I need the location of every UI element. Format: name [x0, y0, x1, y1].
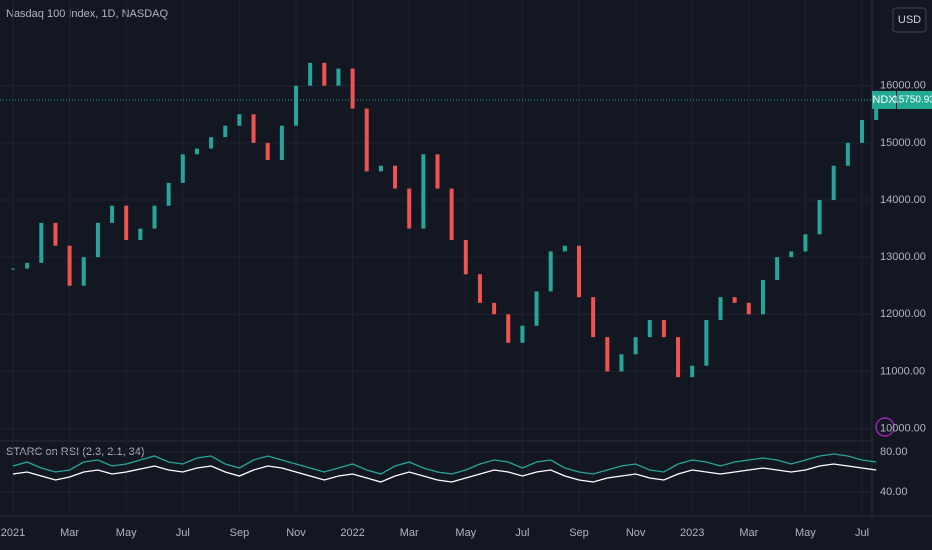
price-bar	[110, 205, 115, 223]
x-tick-label: 2022	[340, 527, 364, 539]
price-bar	[676, 337, 681, 378]
price-bar	[364, 108, 369, 172]
y-tick-label: 15000.00	[880, 137, 926, 149]
x-tick-label: 2023	[680, 527, 704, 539]
price-bar	[166, 182, 171, 206]
price-bar	[633, 337, 638, 355]
price-bar	[11, 268, 15, 270]
x-tick-label: Mar	[400, 527, 419, 539]
price-bar	[152, 205, 157, 229]
x-tick-label: May	[116, 527, 137, 539]
currency-button[interactable]	[892, 7, 927, 33]
price-bar	[435, 154, 440, 189]
price-bar	[294, 85, 298, 126]
price-bar	[180, 154, 185, 183]
x-tick-label: Mar	[60, 527, 79, 539]
y-tick-label: 13000.00	[880, 251, 926, 263]
indicator-line	[12, 453, 877, 475]
price-bar	[874, 100, 879, 120]
currency-label[interactable]: USD	[898, 14, 921, 26]
price-bar	[421, 154, 426, 229]
price-bar	[647, 320, 652, 338]
x-tick-label: Jul	[515, 527, 529, 539]
price-bar	[746, 302, 751, 315]
price-bar	[336, 68, 341, 86]
y-tick-label: 14000.00	[880, 194, 926, 206]
price-bar	[463, 240, 468, 275]
chart-title: Nasdaq 100 Index, 1D, NASDAQ	[6, 8, 168, 20]
price-bar	[393, 165, 398, 189]
price-bar	[718, 297, 723, 320]
price-bar	[760, 280, 765, 315]
price-bar	[775, 257, 780, 280]
price-bar	[661, 320, 666, 338]
price-bar	[124, 205, 129, 240]
price-bar	[803, 234, 808, 252]
price-bar	[53, 222, 58, 246]
price-bar	[407, 188, 412, 229]
last-price-label: 15750.93	[893, 95, 932, 106]
price-bar	[223, 125, 228, 138]
price-bar	[817, 200, 822, 235]
price-bar	[81, 257, 86, 286]
y-tick-label: 40.00	[880, 486, 908, 498]
x-tick-label: Jul	[176, 527, 190, 539]
price-bar	[534, 291, 539, 326]
indicator-line	[12, 463, 877, 483]
price-bar	[449, 188, 454, 240]
y-tick-label: 16000.00	[880, 80, 926, 92]
price-bar	[237, 114, 242, 126]
price-bar	[67, 245, 72, 286]
price-bar	[251, 114, 256, 143]
price-bar	[577, 245, 581, 298]
price-bar	[492, 302, 497, 315]
y-tick-label: 10000.00	[880, 422, 926, 434]
alert-icon[interactable]	[875, 417, 895, 437]
x-tick-label: Sep	[230, 527, 250, 539]
x-tick-label: Nov	[286, 527, 306, 539]
price-bar	[732, 297, 737, 303]
price-bar	[605, 337, 610, 372]
price-bar	[520, 325, 525, 343]
price-bar	[308, 62, 313, 86]
y-tick-label: 11000.00	[880, 365, 925, 377]
x-tick-label: Nov	[626, 527, 646, 539]
price-bar	[138, 228, 143, 240]
y-tick-label: 80.00	[880, 446, 908, 458]
price-bar	[831, 165, 836, 200]
x-tick-label: May	[795, 527, 816, 539]
price-bar	[265, 142, 270, 160]
price-bar	[704, 320, 709, 366]
price-bar	[591, 297, 596, 338]
x-tick-label: Sep	[569, 527, 589, 539]
price-bar	[322, 62, 327, 86]
price-bar	[860, 120, 864, 143]
price-bar	[95, 222, 100, 258]
price-bar	[25, 262, 30, 269]
price-bar	[789, 251, 794, 258]
price-bar	[548, 251, 553, 292]
price-tag	[897, 90, 932, 109]
price-bar	[350, 68, 355, 109]
x-tick-label: 2021	[1, 527, 25, 539]
price-bar	[378, 165, 383, 172]
x-tick-label: Mar	[739, 527, 758, 539]
y-tick-label: 12000.00	[880, 308, 926, 320]
symbol-label: NDX	[872, 94, 896, 106]
price-bar	[845, 142, 850, 166]
price-bar	[562, 245, 567, 252]
price-bar	[506, 314, 511, 343]
price-bar	[279, 125, 284, 160]
price-bar	[39, 222, 44, 263]
x-tick-label: May	[455, 527, 476, 539]
price-bar	[209, 137, 214, 149]
price-bar	[194, 148, 199, 155]
price-bar	[619, 354, 624, 372]
price-bar	[690, 365, 695, 378]
x-tick-label: Jul	[855, 527, 869, 539]
symbol-tag	[872, 90, 896, 109]
price-bar	[477, 274, 482, 303]
